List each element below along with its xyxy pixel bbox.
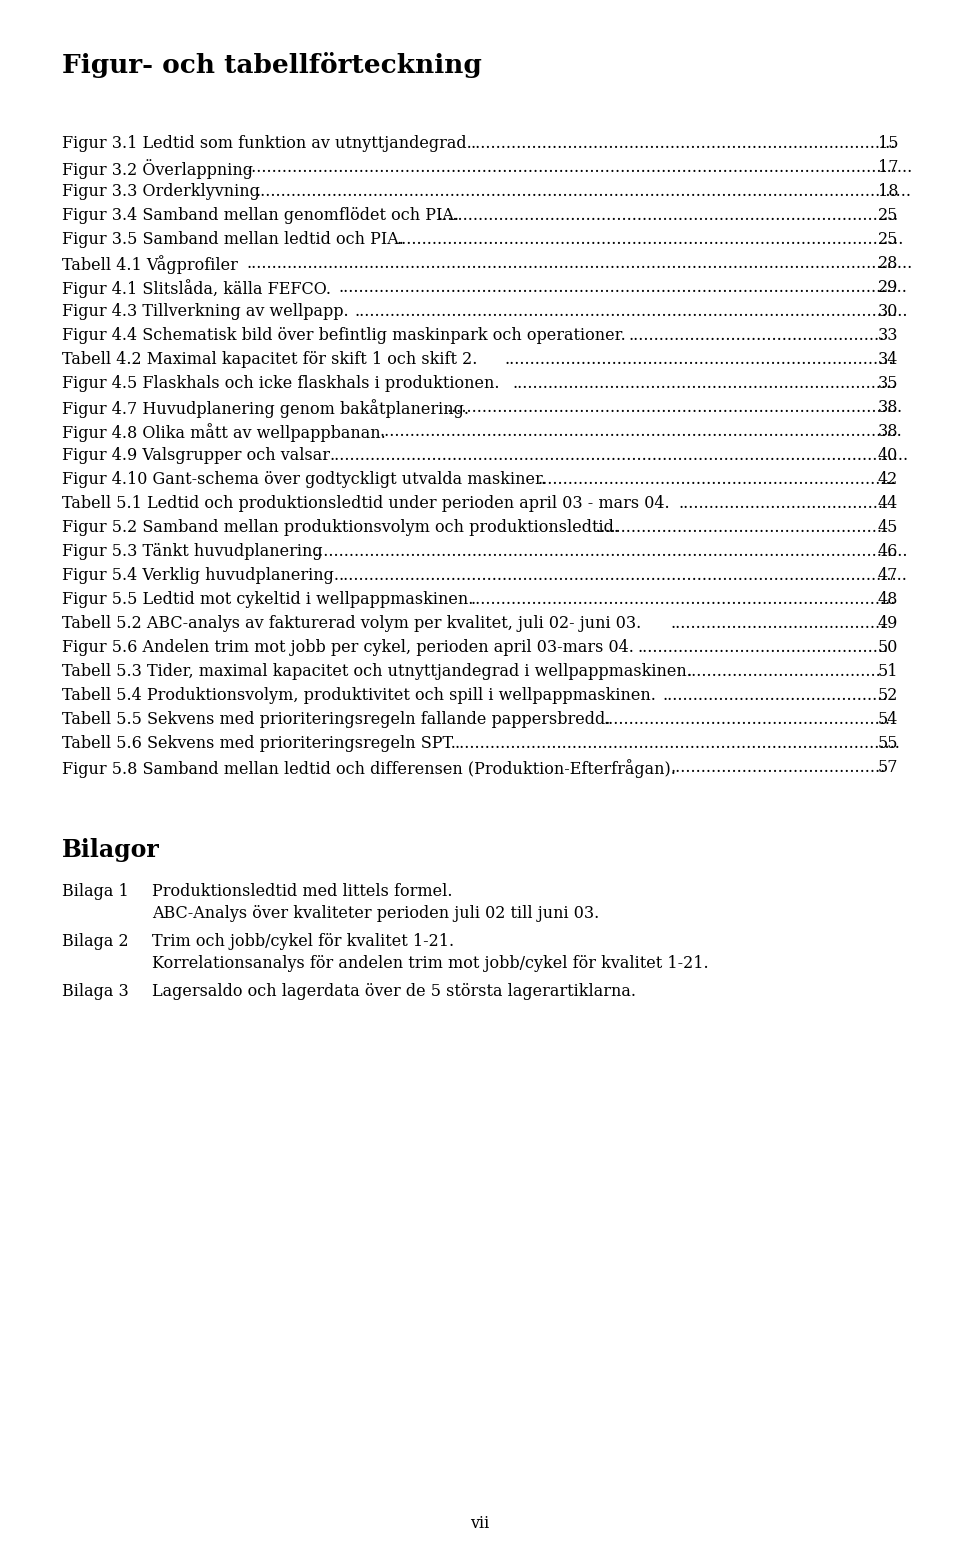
- Text: ................................................................................: ........................................…: [354, 302, 908, 319]
- Text: Tabell 5.1 Ledtid och produktionsledtid under perioden april 03 - mars 04.: Tabell 5.1 Ledtid och produktionsledtid …: [62, 495, 670, 512]
- Text: 54: 54: [877, 711, 898, 728]
- Text: Bilaga 1: Bilaga 1: [62, 883, 129, 900]
- Text: 25: 25: [877, 207, 898, 224]
- Text: 33: 33: [877, 327, 898, 344]
- Text: 47: 47: [877, 566, 898, 583]
- Text: 35: 35: [877, 375, 898, 392]
- Text: 25: 25: [877, 231, 898, 248]
- Text: Bilaga 3: Bilaga 3: [62, 983, 129, 1000]
- Text: 40: 40: [877, 447, 898, 464]
- Text: .................................................: ........................................…: [637, 639, 888, 656]
- Text: ................................................................................: ........................................…: [313, 543, 907, 560]
- Text: 49: 49: [877, 616, 898, 633]
- Text: 18: 18: [877, 184, 898, 201]
- Text: Tabell 4.2 Maximal kapacitet för skift 1 och skift 2.: Tabell 4.2 Maximal kapacitet för skift 1…: [62, 350, 477, 367]
- Text: Figur 4.3 Tillverkning av wellpapp.: Figur 4.3 Tillverkning av wellpapp.: [62, 302, 348, 319]
- Text: 34: 34: [877, 350, 898, 367]
- Text: ............................................: ........................................…: [662, 687, 887, 704]
- Text: ................................................................................: ........................................…: [247, 255, 913, 272]
- Text: ........................................: ........................................: [679, 495, 883, 512]
- Text: ................................................................................: ........................................…: [247, 159, 913, 176]
- Text: Tabell 5.6 Sekvens med prioriteringsregeln SPT.: Tabell 5.6 Sekvens med prioriteringsrege…: [62, 734, 456, 751]
- Text: ................................................................................: ........................................…: [338, 566, 907, 583]
- Text: Bilagor: Bilagor: [62, 838, 159, 863]
- Text: ..........................................: ........................................…: [670, 616, 885, 633]
- Text: Tabell 4.1 Vågprofiler: Tabell 4.1 Vågprofiler: [62, 255, 238, 275]
- Text: Tabell 5.5 Sekvens med prioriteringsregeln fallande pappersbredd.: Tabell 5.5 Sekvens med prioriteringsrege…: [62, 711, 611, 728]
- Text: Figur 5.4 Verklig huvudplanering.: Figur 5.4 Verklig huvudplanering.: [62, 566, 339, 583]
- Text: 30: 30: [877, 302, 898, 319]
- Text: Figur 4.8 Olika mått av wellpappbanan.: Figur 4.8 Olika mått av wellpappbanan.: [62, 423, 386, 441]
- Text: Figur 3.2 Överlappning: Figur 3.2 Överlappning: [62, 159, 253, 179]
- Text: Figur 3.1 Ledtid som funktion av utnyttjandegrad.: Figur 3.1 Ledtid som funktion av utnyttj…: [62, 134, 471, 153]
- Text: ...........................................................................: ........................................…: [513, 375, 897, 392]
- Text: ................................................................................: ........................................…: [454, 734, 900, 751]
- Text: ABC-Analys över kvaliteter perioden juli 02 till juni 03.: ABC-Analys över kvaliteter perioden juli…: [152, 906, 599, 923]
- Text: ............................................................................: ........................................…: [504, 350, 894, 367]
- Text: Tabell 5.2 ABC-analys av fakturerad volym per kvalitet, juli 02- juni 03.: Tabell 5.2 ABC-analys av fakturerad voly…: [62, 616, 641, 633]
- Text: Trim och jobb/cykel för kvalitet 1-21.: Trim och jobb/cykel för kvalitet 1-21.: [152, 934, 454, 950]
- Text: ......................................: ......................................: [687, 663, 881, 680]
- Text: 45: 45: [877, 518, 898, 535]
- Text: 48: 48: [877, 591, 898, 608]
- Text: 38: 38: [877, 423, 898, 440]
- Text: ..........................................: ........................................…: [670, 759, 885, 776]
- Text: ......................................................................: ........................................…: [538, 471, 897, 488]
- Text: ................................................................................: ........................................…: [255, 184, 911, 201]
- Text: 55: 55: [877, 734, 898, 751]
- Text: Figur 3.3 Orderklyvning: Figur 3.3 Orderklyvning: [62, 184, 260, 201]
- Text: Lagersaldo och lagerdata över de 5 största lagerartiklarna.: Lagersaldo och lagerdata över de 5 störs…: [152, 983, 636, 1000]
- Text: ................................................................................: ........................................…: [446, 400, 902, 417]
- Text: Figur 4.9 Valsgrupper och valsar: Figur 4.9 Valsgrupper och valsar: [62, 447, 330, 464]
- Text: Figur 3.5 Samband mellan ledtid och PIA.: Figur 3.5 Samband mellan ledtid och PIA.: [62, 231, 404, 248]
- Text: Tabell 5.4 Produktionsvolym, produktivitet och spill i wellpappmaskinen.: Tabell 5.4 Produktionsvolym, produktivit…: [62, 687, 656, 704]
- Text: 46: 46: [877, 543, 898, 560]
- Text: .........................................................: ........................................…: [595, 518, 888, 535]
- Text: 38: 38: [877, 400, 898, 417]
- Text: Figur 4.1 Slitslåda, källa FEFCO.: Figur 4.1 Slitslåda, källa FEFCO.: [62, 279, 331, 298]
- Text: 15: 15: [877, 134, 898, 153]
- Text: Figur 3.4 Samband mellan genomflödet och PIA.: Figur 3.4 Samband mellan genomflödet och…: [62, 207, 459, 224]
- Text: Figur- och tabellförteckning: Figur- och tabellförteckning: [62, 52, 482, 79]
- Text: ................................................................................: ........................................…: [471, 591, 897, 608]
- Text: Bilaga 2: Bilaga 2: [62, 934, 129, 950]
- Text: 50: 50: [877, 639, 898, 656]
- Text: 29: 29: [877, 279, 898, 296]
- Text: 42: 42: [877, 471, 898, 488]
- Text: Figur 4.5 Flaskhals och icke flaskhals i produktionen.: Figur 4.5 Flaskhals och icke flaskhals i…: [62, 375, 499, 392]
- Text: vii: vii: [470, 1515, 490, 1532]
- Text: Figur 5.5 Ledtid mot cykeltid i wellpappmaskinen.: Figur 5.5 Ledtid mot cykeltid i wellpapp…: [62, 591, 473, 608]
- Text: 52: 52: [877, 687, 898, 704]
- Text: 17: 17: [877, 159, 898, 176]
- Text: Korrelationsanalys för andelen trim mot jobb/cykel för kvalitet 1-21.: Korrelationsanalys för andelen trim mot …: [152, 955, 708, 972]
- Text: ................................................................................: ........................................…: [438, 207, 899, 224]
- Text: 28: 28: [877, 255, 898, 272]
- Text: ................................................................................: ........................................…: [379, 423, 902, 440]
- Text: ................................................................................: ........................................…: [330, 447, 909, 464]
- Text: Tabell 5.3 Tider, maximal kapacitet och utnyttjandegrad i wellpappmaskinen.: Tabell 5.3 Tider, maximal kapacitet och …: [62, 663, 692, 680]
- Text: ........................................................: ........................................…: [604, 711, 891, 728]
- Text: Figur 5.2 Samband mellan produktionsvolym och produktionsledtid.: Figur 5.2 Samband mellan produktionsvoly…: [62, 518, 619, 535]
- Text: Figur 4.10 Gant-schema över godtyckligt utvalda maskiner.: Figur 4.10 Gant-schema över godtyckligt …: [62, 471, 546, 488]
- Text: Figur 5.3 Tänkt huvudplanering: Figur 5.3 Tänkt huvudplanering: [62, 543, 323, 560]
- Text: ................................................................................: ........................................…: [396, 231, 903, 248]
- Text: ................................................................................: ........................................…: [471, 134, 897, 153]
- Text: ..................................................: ........................................…: [629, 327, 885, 344]
- Text: Figur 4.4 Schematisk bild över befintlig maskinpark och operationer.: Figur 4.4 Schematisk bild över befintlig…: [62, 327, 626, 344]
- Text: Produktionsledtid med littels formel.: Produktionsledtid med littels formel.: [152, 883, 452, 900]
- Text: ................................................................................: ........................................…: [338, 279, 907, 296]
- Text: 57: 57: [877, 759, 898, 776]
- Text: 44: 44: [877, 495, 898, 512]
- Text: Figur 5.8 Samband mellan ledtid och differensen (Produktion-Efterfrågan).: Figur 5.8 Samband mellan ledtid och diff…: [62, 759, 676, 778]
- Text: Figur 4.7 Huvudplanering genom bakåtplanering.: Figur 4.7 Huvudplanering genom bakåtplan…: [62, 400, 469, 418]
- Text: 51: 51: [877, 663, 898, 680]
- Text: Figur 5.6 Andelen trim mot jobb per cykel, perioden april 03-mars 04.: Figur 5.6 Andelen trim mot jobb per cyke…: [62, 639, 634, 656]
